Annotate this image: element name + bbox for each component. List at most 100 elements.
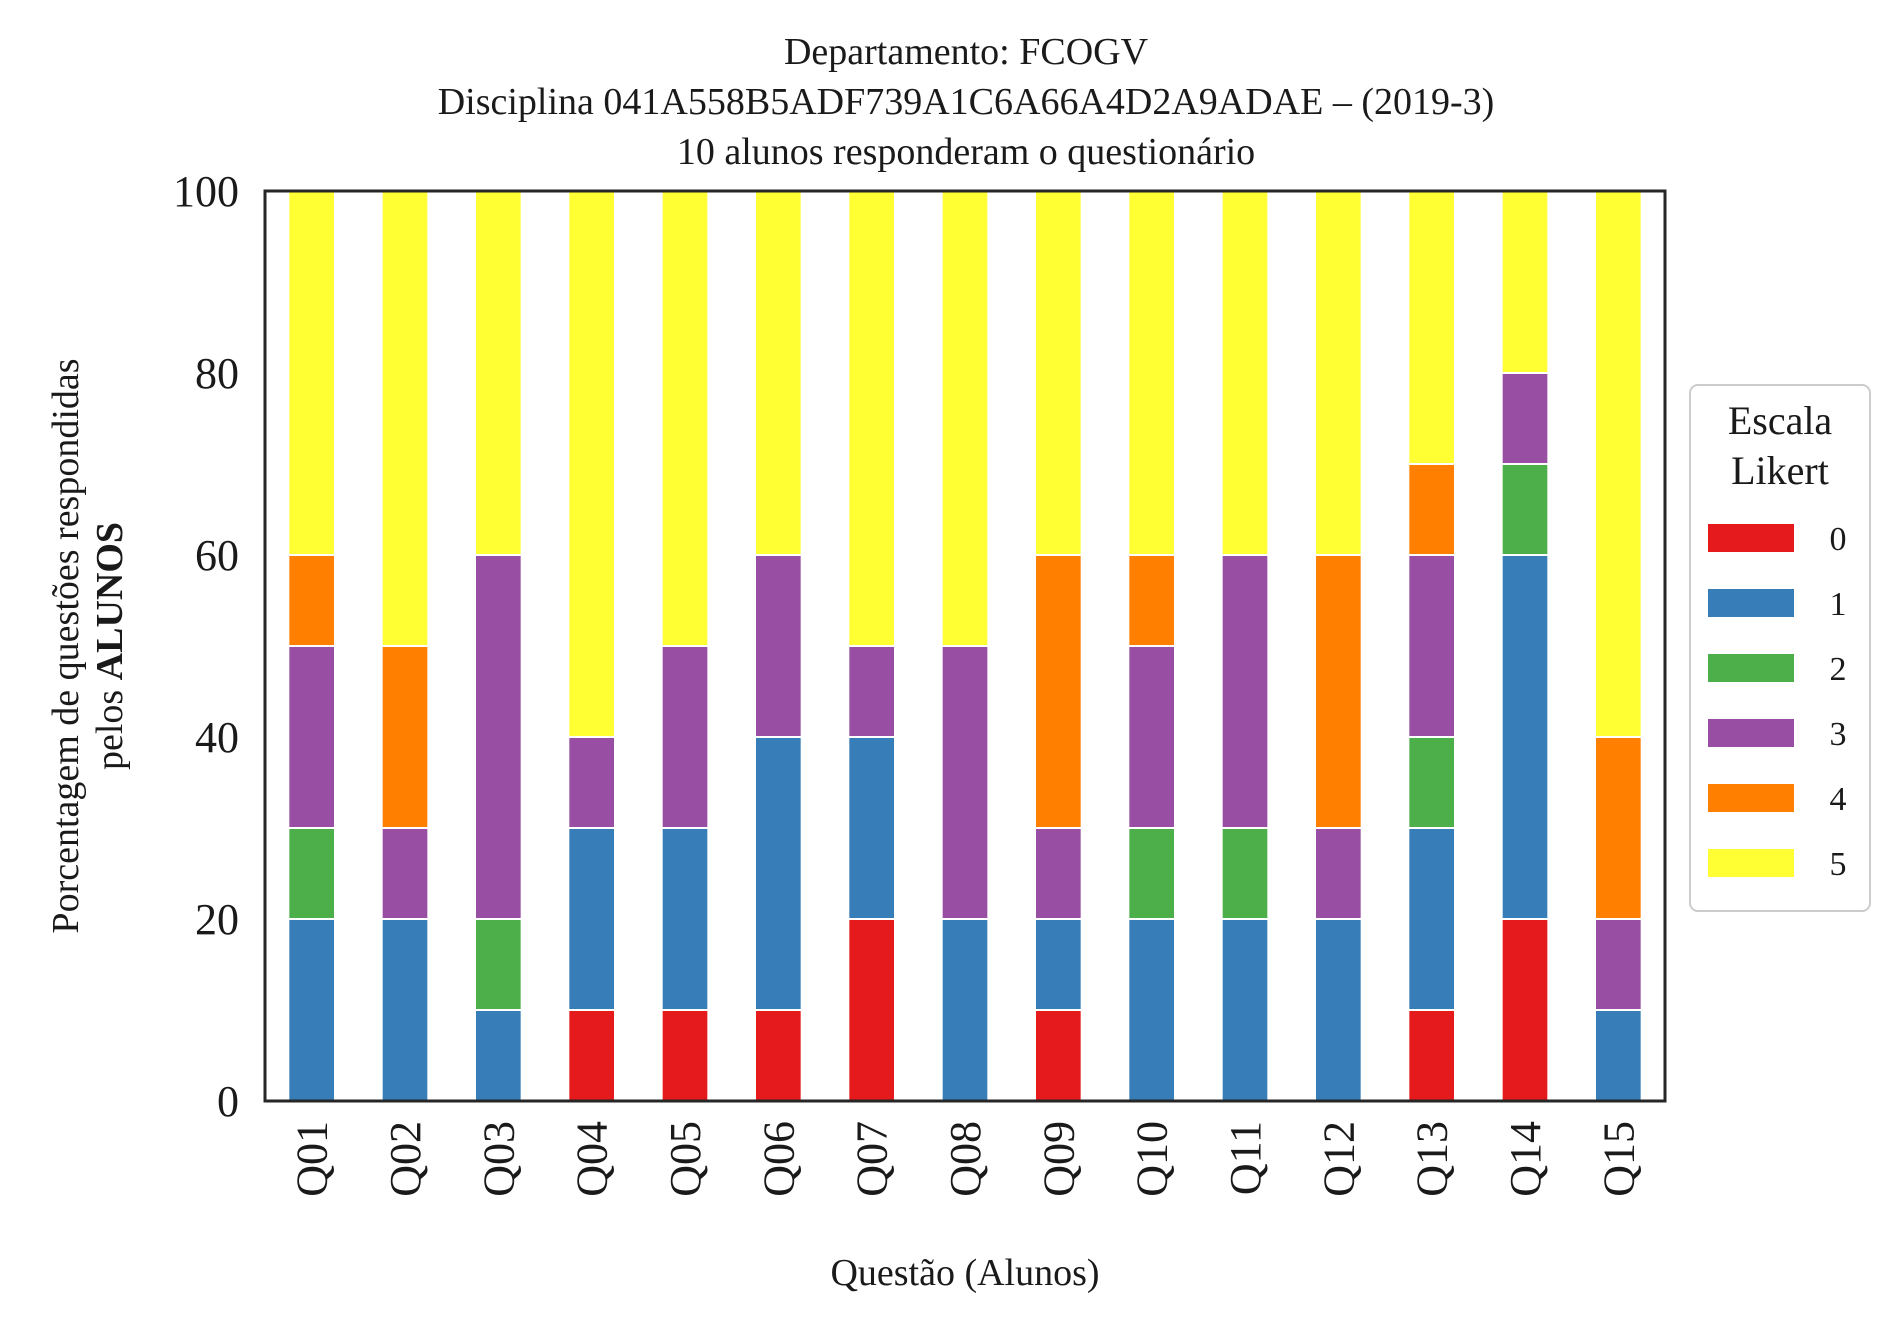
bar-segment-q03-likert-5 — [474, 190, 523, 556]
title-line-3: 10 alunos responderam o questionário — [677, 131, 1255, 173]
legend-items: 0 1 2 3 4 5 — [1708, 521, 1847, 883]
bar-segment-q06-likert-5 — [754, 190, 803, 556]
bar-segment-q07-likert-0 — [847, 918, 896, 1102]
y-axis-label-line-1: Porcentagem de questões respondidas — [45, 358, 87, 933]
legend-label-1: 1 — [1830, 586, 1847, 623]
legend-swatch-3 — [1708, 719, 1794, 747]
bar-segment-q15-likert-1 — [1594, 1009, 1643, 1102]
legend-label-2: 2 — [1830, 651, 1847, 688]
x-tick-label: Q11 — [1221, 1121, 1270, 1195]
bar-segment-q14-likert-1 — [1500, 554, 1550, 920]
x-tick-label: Q02 — [381, 1121, 430, 1197]
legend-swatch-2 — [1708, 654, 1794, 682]
legend-label-0: 0 — [1830, 521, 1847, 558]
bar-segment-q13-likert-5 — [1407, 190, 1457, 465]
title-line-1: Departamento: FCOGV — [784, 31, 1149, 73]
x-axis-ticks: Q01 Q02 Q03 Q04 Q05 Q06 Q07 Q08 Q09 Q10 Q11 Q12 Q13 Q… — [288, 1121, 1644, 1197]
bar-segment-q03-likert-2 — [474, 918, 523, 1011]
bar-segment-q10-likert-5 — [1127, 190, 1177, 556]
bar-segment-q10-likert-1 — [1127, 918, 1177, 1102]
legend-label-3: 3 — [1830, 716, 1847, 753]
legend-swatch-5 — [1708, 849, 1794, 877]
bar-segment-q02-likert-3 — [380, 827, 430, 920]
title-line-2: Disciplina 041A558B5ADF739A1C6A66A4D2A9A… — [438, 81, 1495, 123]
legend-label-5: 5 — [1830, 846, 1847, 883]
bar-segment-q13-likert-2 — [1407, 736, 1457, 829]
bar-segment-q01-likert-2 — [287, 827, 337, 920]
bar-segment-q05-likert-0 — [660, 1009, 710, 1102]
y-axis-label-prefix: pelos — [89, 680, 131, 770]
bar-segment-q08-likert-1 — [940, 918, 990, 1102]
bar-segment-q05-likert-3 — [660, 645, 710, 829]
bar-segment-q10-likert-3 — [1127, 645, 1177, 829]
legend-swatch-4 — [1708, 784, 1794, 812]
bar-segment-q08-likert-5 — [940, 190, 990, 647]
bar-segment-q02-likert-1 — [380, 918, 430, 1102]
bar-segment-q09-likert-4 — [1034, 554, 1083, 829]
x-tick-label: Q14 — [1501, 1121, 1550, 1197]
x-tick-label: Q06 — [754, 1121, 803, 1197]
bar-segment-q15-likert-5 — [1594, 190, 1643, 738]
bar-segment-q12-likert-1 — [1314, 918, 1363, 1102]
bar-segment-q01-likert-1 — [287, 918, 337, 1102]
bar-segment-q12-likert-5 — [1314, 190, 1363, 556]
bar-segment-q06-likert-1 — [754, 736, 803, 1011]
y-tick-label: 40 — [195, 713, 239, 762]
bar-segment-q14-likert-5 — [1500, 190, 1550, 374]
legend-label-4: 4 — [1830, 781, 1847, 818]
bar-segment-q11-likert-3 — [1220, 554, 1270, 829]
bar-segment-q13-likert-3 — [1407, 554, 1457, 738]
bar-segment-q14-likert-3 — [1500, 372, 1550, 465]
x-tick-label: Q05 — [661, 1121, 710, 1197]
legend-title-line-1: Escala — [1728, 398, 1833, 443]
legend-swatch-1 — [1708, 589, 1794, 617]
bar-segment-q13-likert-1 — [1407, 827, 1457, 1011]
bar-segment-q05-likert-5 — [660, 190, 710, 647]
bar-segment-q09-likert-0 — [1034, 1009, 1083, 1102]
bar-segment-q07-likert-1 — [847, 736, 896, 920]
bar-segment-q14-likert-0 — [1500, 918, 1550, 1102]
bar-segment-q15-likert-3 — [1594, 918, 1643, 1011]
bar-segment-q08-likert-3 — [940, 645, 990, 920]
bar-segment-q04-likert-3 — [567, 736, 616, 829]
bar-segment-q15-likert-4 — [1594, 736, 1643, 920]
x-tick-label: Q09 — [1034, 1121, 1083, 1197]
x-axis-label: Questão (Alunos) — [830, 1252, 1099, 1294]
bar-segment-q04-likert-5 — [567, 190, 616, 738]
y-tick-label: 80 — [195, 349, 239, 398]
x-tick-label: Q07 — [848, 1121, 897, 1197]
bar-segment-q06-likert-0 — [754, 1009, 803, 1102]
y-axis-ticks: 0 20 40 60 80 100 — [173, 167, 239, 1126]
x-tick-label: Q01 — [288, 1121, 337, 1197]
plot-frame — [263, 189, 1667, 1103]
bar-segment-q06-likert-3 — [754, 554, 803, 738]
bar-segment-q04-likert-0 — [567, 1009, 616, 1102]
bar-segment-q01-likert-4 — [287, 554, 337, 647]
bar-segment-q05-likert-1 — [660, 827, 710, 1011]
x-tick-label: Q08 — [941, 1121, 990, 1197]
x-tick-label: Q15 — [1594, 1121, 1643, 1197]
bar-segment-q09-likert-1 — [1034, 918, 1083, 1011]
bar-segment-q12-likert-3 — [1314, 827, 1363, 920]
bar-segment-q01-likert-5 — [287, 190, 337, 556]
bar-segment-q11-likert-2 — [1220, 827, 1270, 920]
bar-segment-q13-likert-0 — [1407, 1009, 1457, 1102]
bar-segment-q11-likert-5 — [1220, 190, 1270, 556]
bar-segment-q09-likert-5 — [1034, 190, 1083, 556]
y-tick-label: 0 — [217, 1077, 239, 1126]
y-axis-label: Porcentagem de questões respondidas pelo… — [45, 358, 131, 933]
bar-segment-q09-likert-3 — [1034, 827, 1083, 920]
bar-segment-q03-likert-1 — [474, 1009, 523, 1102]
bar-segment-q11-likert-1 — [1220, 918, 1270, 1102]
y-axis-label-bold: ALUNOS — [89, 522, 131, 680]
bar-segment-q10-likert-2 — [1127, 827, 1177, 920]
bars — [287, 190, 1643, 1102]
chart-title: Departamento: FCOGV Disciplina 041A558B5… — [438, 31, 1495, 173]
bar-segment-q04-likert-1 — [567, 827, 616, 1011]
bar-segment-q01-likert-3 — [287, 645, 337, 829]
bar-segment-q13-likert-4 — [1407, 463, 1457, 556]
legend-frame — [1689, 384, 1871, 912]
y-tick-label: 60 — [195, 531, 239, 580]
